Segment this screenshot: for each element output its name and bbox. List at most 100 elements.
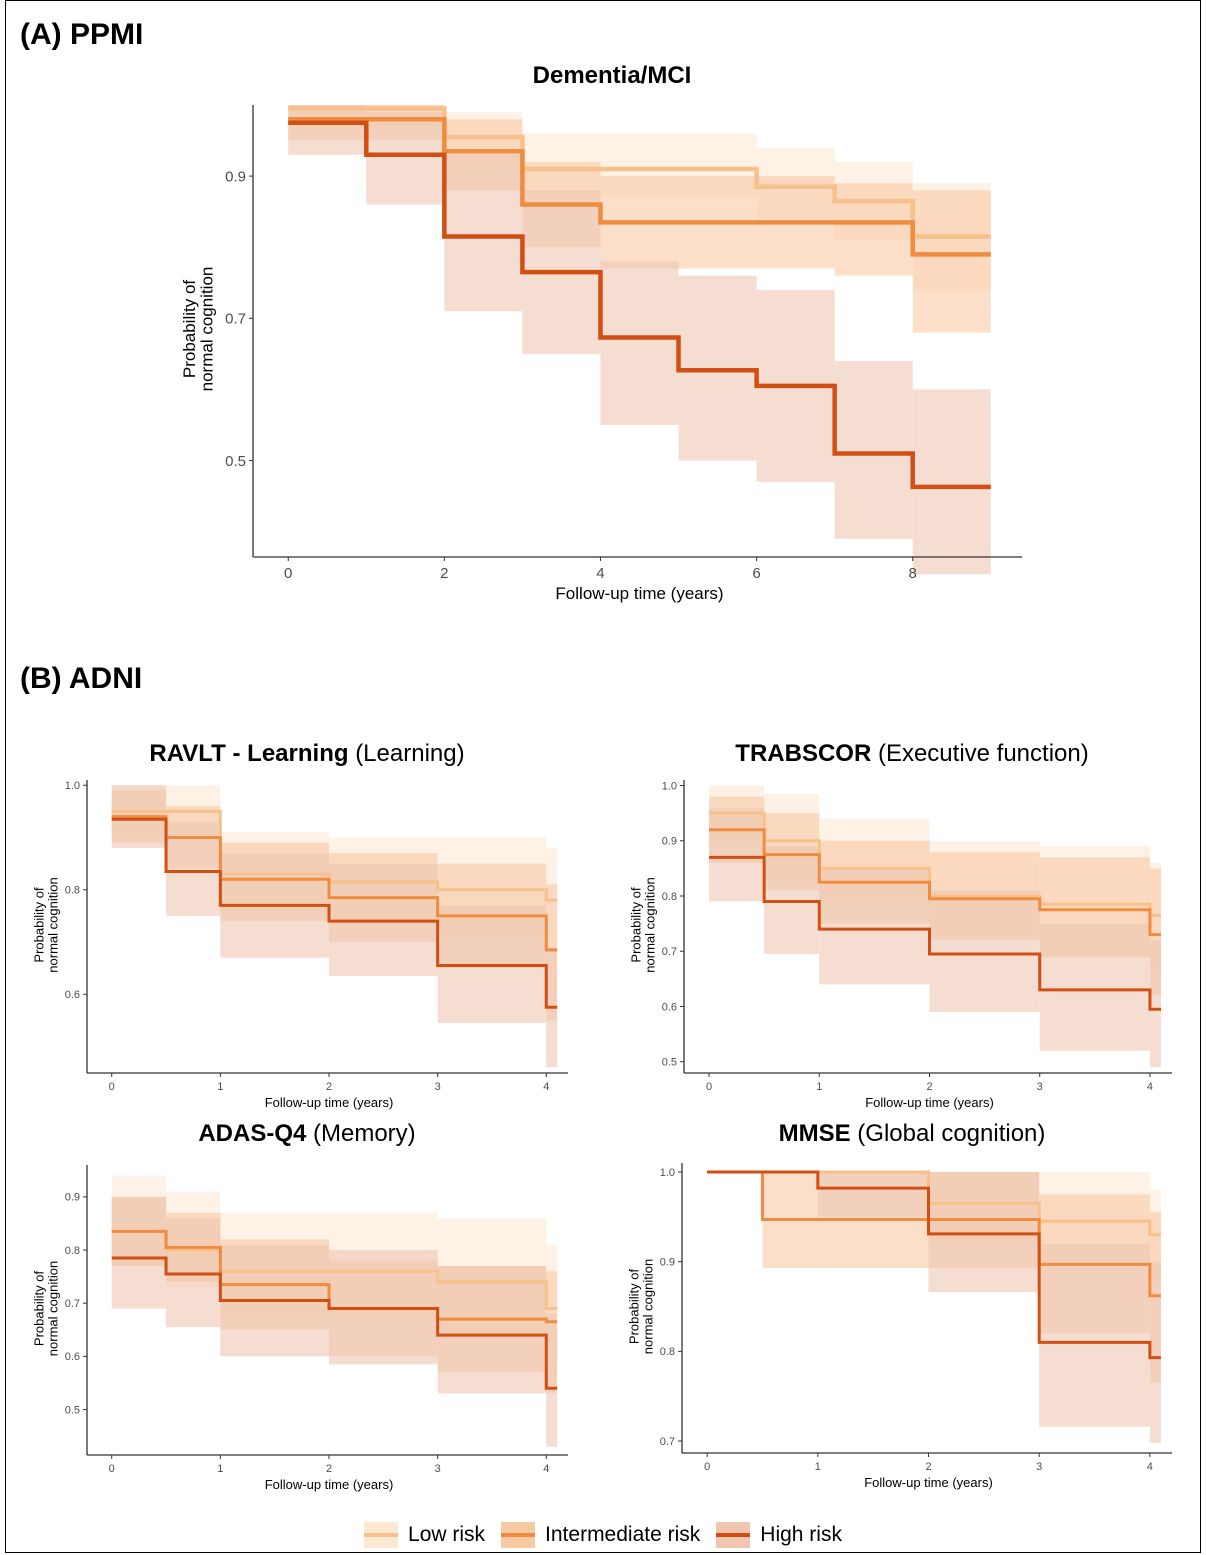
legend-label-low: Low risk <box>408 1523 486 1546</box>
y-tick-label: 0.6 <box>65 1351 80 1363</box>
ppmi-chart-title: Dementia/MCI <box>533 62 692 90</box>
legend-label-high: High risk <box>760 1523 842 1546</box>
y-axis-title-line: Probability of <box>629 887 644 963</box>
y-axis-title: Probability ofnormal cognition <box>180 267 217 392</box>
ci-band-high <box>709 807 1161 1068</box>
km-curve-high <box>709 855 1161 1011</box>
y-axis-title-line: normal cognition <box>45 1261 60 1356</box>
panel-b-label: (B) ADNI <box>20 662 143 695</box>
x-axis-title: Follow-up time (years) <box>265 1477 394 1492</box>
ci-band-segment <box>1149 940 1161 1068</box>
ci-band-segment <box>817 1171 929 1217</box>
x-tick-label: 4 <box>543 1081 549 1093</box>
ci-band-segment <box>546 1313 558 1447</box>
x-axis-title: Follow-up time (years) <box>555 584 723 603</box>
axes: 0.5 0.6 0.7 0.8 0.9 1.0 0 1 2 3 4 <box>662 780 1172 1093</box>
x-tick-label: 1 <box>217 1463 223 1475</box>
ci-band-segment <box>819 868 930 985</box>
ci-band-segment <box>1149 868 1161 996</box>
km-curve-intermediate <box>288 116 991 257</box>
x-axis-title: Follow-up time (years) <box>265 1095 394 1110</box>
panel-a-label: (A) PPMI <box>20 18 144 51</box>
y-tick-label: 0.7 <box>65 1298 80 1310</box>
ci-band-segment <box>444 154 523 312</box>
ci-band-segment <box>709 807 765 902</box>
ravlt-title-bold: RAVLT - Learning <box>149 740 349 767</box>
axes: 0.5 0.7 0.9 0 2 4 6 8 <box>225 105 1022 582</box>
y-tick-label: 0.5 <box>225 453 246 470</box>
ci-band-segment <box>600 261 679 425</box>
km-curve-intermediate <box>707 1170 1161 1298</box>
legend-key-high <box>716 1522 751 1548</box>
ravlt-title-rest: (Learning) <box>348 740 465 767</box>
ci-band-high <box>111 1196 558 1447</box>
y-axis-title: Probability ofnormal cognition <box>32 1261 61 1356</box>
x-tick-label: 3 <box>435 1463 441 1475</box>
trabscor-chart: 0.5 0.6 0.7 0.8 0.9 1.0 0 1 2 3 4 Follow-up time (y… <box>629 780 1172 1110</box>
y-tick-label: 0.5 <box>65 1404 80 1416</box>
km-curve-high <box>707 1170 1161 1360</box>
mmse-title-bold: MMSE <box>778 1120 851 1147</box>
y-tick-label: 0.8 <box>662 891 677 903</box>
y-tick-label: 0.9 <box>225 168 246 185</box>
adas-title-rest: (Memory) <box>306 1120 416 1147</box>
y-tick-label: 0.7 <box>225 311 246 328</box>
y-axis-title-line: normal cognition <box>198 267 217 392</box>
x-tick-label: 4 <box>596 565 604 582</box>
x-tick-label: 2 <box>326 1463 332 1475</box>
x-tick-label: 2 <box>926 1081 932 1093</box>
km-curve-high <box>111 817 558 1009</box>
y-axis-title-line: normal cognition <box>642 877 657 972</box>
y-axis-title: Probability ofnormal cognition <box>627 1259 656 1354</box>
x-tick-label: 0 <box>706 1081 712 1093</box>
adas-chart-title: ADAS-Q4 (Memory) <box>198 1120 415 1148</box>
legend-item-low: Low risk <box>364 1522 485 1548</box>
x-tick-label: 0 <box>284 565 292 582</box>
ci-band-segment <box>834 183 913 276</box>
y-axis-title-line: Probability of <box>180 280 199 379</box>
km-curve-high <box>111 1256 558 1390</box>
mmse-chart: 0.7 0.8 0.9 1.0 0 1 2 3 4 Follow-up time (years) P… <box>627 1163 1172 1490</box>
axes: 0.5 0.6 0.7 0.8 0.9 0 1 2 3 4 <box>65 1165 568 1475</box>
ci-band-segment <box>912 389 991 575</box>
x-tick-label: 4 <box>1147 1081 1153 1093</box>
y-axis-title-line: normal cognition <box>45 877 60 972</box>
ci-band-segment <box>166 821 221 916</box>
km-curve-intermediate <box>111 1229 558 1324</box>
mmse-title-rest: (Global cognition) <box>850 1120 1046 1147</box>
legend-key-intermediate <box>501 1522 536 1548</box>
x-tick-label: 6 <box>752 565 760 582</box>
y-tick-label: 1.0 <box>65 780 80 792</box>
ci-band-segment <box>834 361 913 539</box>
y-axis-title-line: normal cognition <box>640 1259 655 1354</box>
x-tick-label: 4 <box>543 1463 549 1475</box>
x-tick-label: 3 <box>435 1081 441 1093</box>
x-tick-label: 2 <box>925 1461 931 1473</box>
ppmi-title-bold: Dementia/MCI <box>532 62 692 89</box>
mmse-chart-title: MMSE (Global cognition) <box>779 1120 1046 1148</box>
legend-label-intermediate: Intermediate risk <box>545 1523 701 1546</box>
ci-band-segment <box>288 105 367 155</box>
x-tick-label: 1 <box>815 1461 821 1473</box>
adas-title-bold: ADAS-Q4 <box>198 1120 307 1147</box>
legend-item-high: High risk <box>716 1522 842 1548</box>
ravlt-chart-title: RAVLT - Learning (Learning) <box>149 740 464 768</box>
x-tick-label: 0 <box>109 1081 115 1093</box>
y-tick-label: 0.9 <box>65 1192 80 1204</box>
y-tick-label: 0.7 <box>662 946 677 958</box>
y-tick-label: 0.6 <box>65 989 80 1001</box>
y-tick-label: 0.8 <box>65 1245 80 1257</box>
x-tick-label: 4 <box>1147 1461 1153 1473</box>
x-tick-label: 2 <box>440 565 448 582</box>
ravlt-chart: 0.6 0.8 1.0 0 1 2 3 4 Follow-up time (years) Prob… <box>32 780 568 1110</box>
legend-item-intermediate: Intermediate risk <box>501 1522 700 1548</box>
y-tick-label: 1.0 <box>662 780 677 792</box>
x-tick-label: 1 <box>217 1081 223 1093</box>
y-tick-label: 1.0 <box>660 1167 675 1179</box>
trabscor-title-bold: TRABSCOR <box>735 740 872 767</box>
trabscor-chart-title: TRABSCOR (Executive function) <box>735 740 1088 768</box>
ci-band-segment <box>1149 1261 1161 1443</box>
x-tick-label: 3 <box>1037 1081 1043 1093</box>
x-tick-label: 1 <box>816 1081 822 1093</box>
x-axis-title: Follow-up time (years) <box>865 1095 994 1110</box>
